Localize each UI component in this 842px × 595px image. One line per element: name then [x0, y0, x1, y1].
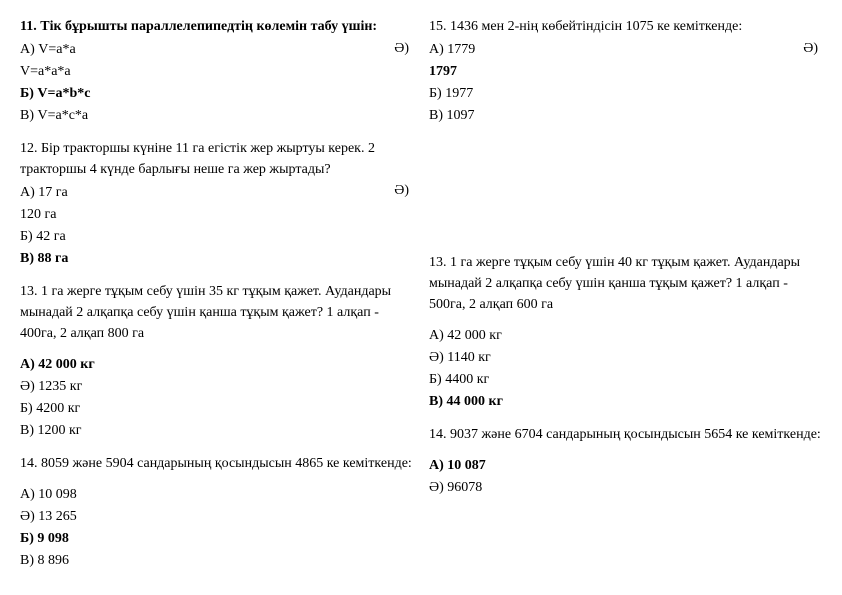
- left-column: 11. Тік бұрышты параллелепипедтің көлемі…: [20, 16, 413, 583]
- question-12: 12. Бір тракторшы күніне 11 га егістік ж…: [20, 138, 413, 269]
- q11-float-marker: Ә): [394, 38, 409, 59]
- q13l-text: 1 га жерге тұқым себу үшін 35 кг тұқым қ…: [20, 284, 391, 341]
- two-column-layout: 11. Тік бұрышты параллелепипедтің көлемі…: [20, 16, 822, 583]
- q14l-options: А) 10 098 Ә) 13 265 Б) 9 098 В) 8 896: [20, 484, 413, 571]
- q13r-number: 13.: [429, 255, 447, 270]
- q12-text: Бір тракторшы күніне 11 га егістік жер ж…: [20, 141, 375, 177]
- q12-option-d: В) 88 га: [20, 248, 413, 269]
- question-11-prompt: 11. Тік бұрышты параллелепипедтің көлемі…: [20, 16, 413, 37]
- q14l-number: 14.: [20, 456, 38, 471]
- q15-float-marker: Ә): [803, 38, 818, 59]
- q14r-text: 9037 және 6704 сандарының қосындысын 565…: [450, 427, 821, 442]
- q15-option-d: В) 1097: [429, 105, 822, 126]
- q13r-text: 1 га жерге тұқым себу үшін 40 кг тұқым қ…: [429, 255, 800, 312]
- question-14-right: 14. 9037 және 6704 сандарының қосындысын…: [429, 424, 822, 498]
- q13r-option-c: Б) 4400 кг: [429, 369, 822, 390]
- question-12-prompt: 12. Бір тракторшы күніне 11 га егістік ж…: [20, 138, 413, 180]
- q12-option-c: Б) 42 га: [20, 226, 413, 247]
- q13l-number: 13.: [20, 284, 38, 299]
- q15-number: 15.: [429, 19, 447, 34]
- q12-options: А) 17 га 120 га Б) 42 га В) 88 га: [20, 182, 413, 269]
- question-11: 11. Тік бұрышты параллелепипедтің көлемі…: [20, 16, 413, 126]
- spacer: [429, 138, 822, 252]
- q14l-option-c: Б) 9 098: [20, 528, 413, 549]
- q14l-text: 8059 және 5904 сандарының қосындысын 486…: [41, 456, 412, 471]
- q11-number: 11.: [20, 19, 37, 34]
- q15-option-a: А) 1779: [429, 39, 822, 60]
- q14r-option-a: А) 10 087: [429, 455, 822, 476]
- q15-option-b: 1797: [429, 61, 822, 82]
- question-13-right-prompt: 13. 1 га жерге тұқым себу үшін 40 кг тұқ…: [429, 252, 822, 315]
- q11-option-b: V=a*a*a: [20, 61, 413, 82]
- q15-text: 1436 мен 2-нің көбейтіндісін 1075 ке кем…: [450, 19, 742, 34]
- q11-option-c: Б) V=a*b*c: [20, 83, 413, 104]
- q12-float-marker: Ә): [394, 180, 409, 201]
- question-13-right: 13. 1 га жерге тұқым себу үшін 40 кг тұқ…: [429, 252, 822, 412]
- q15-options: А) 1779 1797 Б) 1977 В) 1097: [429, 39, 822, 126]
- question-14-left: 14. 8059 және 5904 сандарының қосындысын…: [20, 453, 413, 571]
- question-13-left: 13. 1 га жерге тұқым себу үшін 35 кг тұқ…: [20, 281, 413, 441]
- q12-option-b: 120 га: [20, 204, 413, 225]
- q13l-option-a: А) 42 000 кг: [20, 354, 413, 375]
- q14r-number: 14.: [429, 427, 447, 442]
- q13r-options: А) 42 000 кг Ә) 1140 кг Б) 4400 кг В) 44…: [429, 325, 822, 412]
- q13l-option-d: В) 1200 кг: [20, 420, 413, 441]
- q14l-option-a: А) 10 098: [20, 484, 413, 505]
- q12-option-a: А) 17 га: [20, 182, 413, 203]
- question-15-prompt: 15. 1436 мен 2-нің көбейтіндісін 1075 ке…: [429, 16, 822, 37]
- q14r-option-b: Ә) 96078: [429, 477, 822, 498]
- q13r-option-a: А) 42 000 кг: [429, 325, 822, 346]
- question-13-left-prompt: 13. 1 га жерге тұқым себу үшін 35 кг тұқ…: [20, 281, 413, 344]
- q11-option-a: А) V=a*a: [20, 39, 413, 60]
- q12-number: 12.: [20, 141, 38, 156]
- q15-option-c: Б) 1977: [429, 83, 822, 104]
- q13r-option-d: В) 44 000 кг: [429, 391, 822, 412]
- q11-options: А) V=a*a V=a*a*a Б) V=a*b*c В) V=a*c*a: [20, 39, 413, 126]
- q14l-option-d: В) 8 896: [20, 550, 413, 571]
- q13l-options: А) 42 000 кг Ә) 1235 кг Б) 4200 кг В) 12…: [20, 354, 413, 441]
- question-15: 15. 1436 мен 2-нің көбейтіндісін 1075 ке…: [429, 16, 822, 126]
- q13r-option-b: Ә) 1140 кг: [429, 347, 822, 368]
- q14r-options: А) 10 087 Ә) 96078: [429, 455, 822, 498]
- q11-option-d: В) V=a*c*a: [20, 105, 413, 126]
- q11-text: Тік бұрышты параллелепипедтің көлемін та…: [40, 19, 377, 34]
- q14l-option-b: Ә) 13 265: [20, 506, 413, 527]
- question-14-right-prompt: 14. 9037 және 6704 сандарының қосындысын…: [429, 424, 822, 445]
- q13l-option-c: Б) 4200 кг: [20, 398, 413, 419]
- right-column: 15. 1436 мен 2-нің көбейтіндісін 1075 ке…: [429, 16, 822, 583]
- question-14-left-prompt: 14. 8059 және 5904 сандарының қосындысын…: [20, 453, 413, 474]
- q13l-option-b: Ә) 1235 кг: [20, 376, 413, 397]
